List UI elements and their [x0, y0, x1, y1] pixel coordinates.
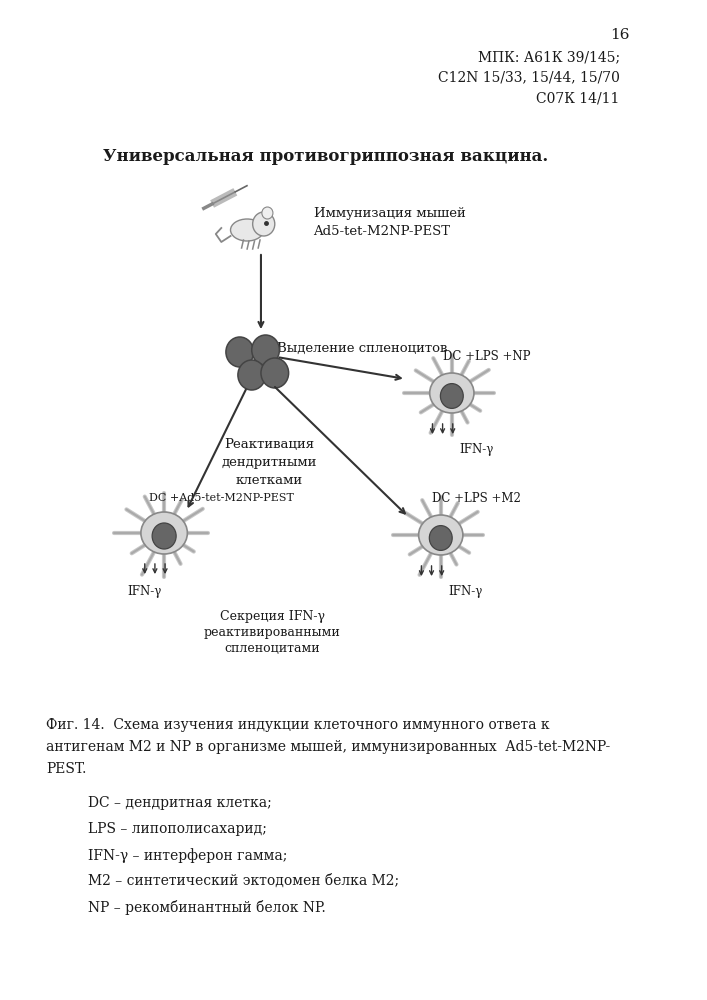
Circle shape [429, 526, 452, 550]
Ellipse shape [141, 512, 187, 554]
Circle shape [252, 212, 275, 236]
Text: IFN-γ: IFN-γ [127, 585, 161, 598]
Circle shape [226, 337, 254, 367]
Text: NP – рекомбинантный белок NP.: NP – рекомбинантный белок NP. [88, 900, 325, 915]
Text: IFN-γ: IFN-γ [448, 585, 482, 598]
Ellipse shape [419, 515, 463, 555]
Text: IFN-γ: IFN-γ [460, 443, 493, 456]
Circle shape [252, 335, 279, 365]
Circle shape [238, 360, 266, 390]
Text: DC – дендритная клетка;: DC – дендритная клетка; [88, 796, 271, 810]
Text: М2 – синтетический эктодомен белка М2;: М2 – синтетический эктодомен белка М2; [88, 874, 399, 888]
Text: Фиг. 14.  Схема изучения индукции клеточного иммунного ответа к: Фиг. 14. Схема изучения индукции клеточн… [46, 718, 550, 732]
Text: PEST.: PEST. [46, 762, 86, 776]
Text: спленоцитами: спленоцитами [224, 642, 320, 655]
Text: Универсальная противогриппозная вакцина.: Универсальная противогриппозная вакцина. [103, 148, 548, 165]
Text: 16: 16 [610, 28, 629, 42]
Text: IFN-γ – интерферон гамма;: IFN-γ – интерферон гамма; [88, 848, 287, 863]
Text: DC +Ad5-tet-M2NP-PEST: DC +Ad5-tet-M2NP-PEST [149, 493, 294, 503]
Text: DC +LPS +M2: DC +LPS +M2 [431, 492, 520, 505]
Text: LPS – липополисахарид;: LPS – липополисахарид; [88, 822, 267, 836]
Text: антигенам М2 и NP в организме мышей, иммунизированных  Ad5-tet-M2NP-: антигенам М2 и NP в организме мышей, имм… [46, 740, 610, 754]
Text: Секреция IFN-γ: Секреция IFN-γ [219, 610, 325, 623]
Ellipse shape [230, 219, 264, 241]
Text: реактивированными: реактивированными [204, 626, 340, 639]
Circle shape [440, 384, 463, 408]
Ellipse shape [430, 373, 474, 413]
Text: Реактивация
дендритными
клетками: Реактивация дендритными клетками [221, 438, 317, 487]
Text: МПК: А61К 39/145;
С12N 15/33, 15/44, 15/70
С07К 14/11: МПК: А61К 39/145; С12N 15/33, 15/44, 15/… [438, 50, 619, 105]
Text: Иммунизация мышей
Ad5-tet-M2NP-PEST: Иммунизация мышей Ad5-tet-M2NP-PEST [313, 207, 465, 238]
Circle shape [152, 523, 176, 549]
Circle shape [262, 207, 273, 219]
Text: Выделение спленоцитов: Выделение спленоцитов [276, 342, 447, 355]
Text: DC +LPS +NP: DC +LPS +NP [443, 350, 530, 363]
Circle shape [261, 358, 288, 388]
